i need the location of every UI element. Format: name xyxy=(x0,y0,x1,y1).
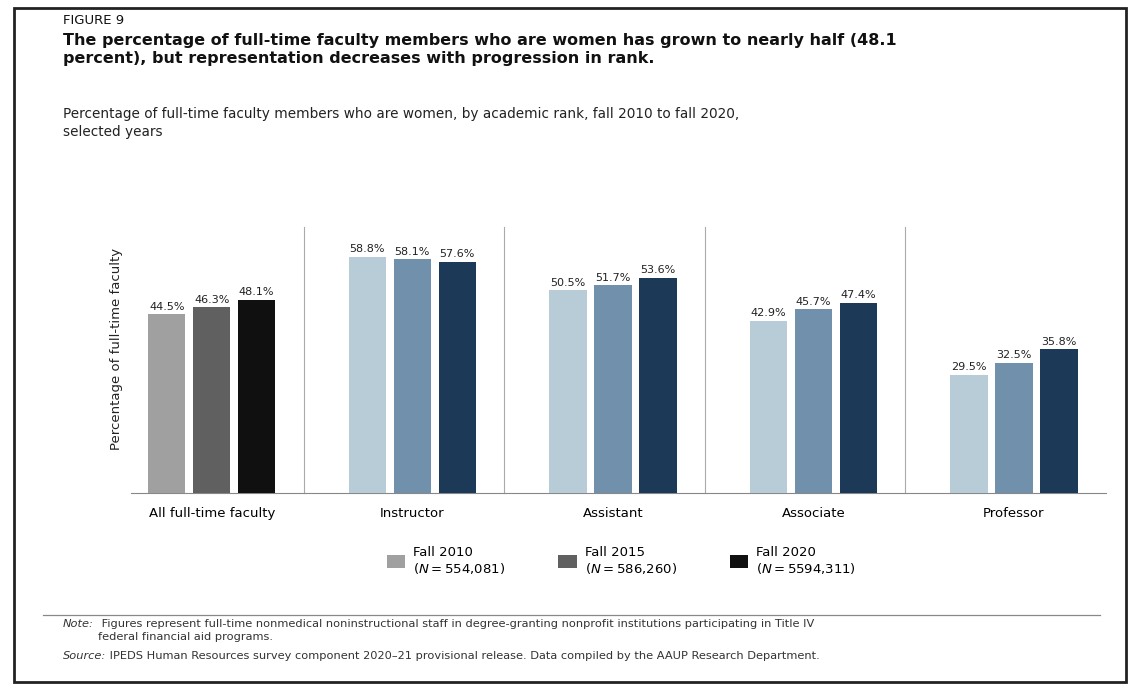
Bar xyxy=(750,321,787,493)
Text: 57.6%: 57.6% xyxy=(440,249,475,259)
Text: 47.4%: 47.4% xyxy=(840,290,877,300)
Legend: Fall 2010
($N$ = 554,081), Fall 2015
($N$ = 586,260), Fall 2020
($N$ = 5594,311): Fall 2010 ($N$ = 554,081), Fall 2015 ($N… xyxy=(386,546,856,576)
Text: IPEDS Human Resources survey component 2020–21 provisional release. Data compile: IPEDS Human Resources survey component 2… xyxy=(106,651,820,660)
Text: 32.5%: 32.5% xyxy=(996,350,1032,360)
Bar xyxy=(439,262,477,493)
Text: Percentage of full-time faculty members who are women, by academic rank, fall 20: Percentage of full-time faculty members … xyxy=(63,107,739,139)
Bar xyxy=(238,299,276,493)
Text: Figures represent full-time nonmedical noninstructional staff in degree-granting: Figures represent full-time nonmedical n… xyxy=(98,619,814,642)
Text: 46.3%: 46.3% xyxy=(194,295,229,304)
Bar xyxy=(193,307,230,493)
Y-axis label: Percentage of full-time faculty: Percentage of full-time faculty xyxy=(109,248,123,449)
Text: 44.5%: 44.5% xyxy=(149,302,185,312)
Text: 45.7%: 45.7% xyxy=(796,297,831,307)
Text: 53.6%: 53.6% xyxy=(641,265,675,275)
Text: The percentage of full-time faculty members who are women has grown to nearly ha: The percentage of full-time faculty memb… xyxy=(63,33,896,66)
Bar xyxy=(549,290,587,493)
Text: FIGURE 9: FIGURE 9 xyxy=(63,14,124,27)
Text: Source:: Source: xyxy=(63,651,106,660)
Text: 51.7%: 51.7% xyxy=(595,273,630,283)
Bar xyxy=(148,314,186,493)
Text: 29.5%: 29.5% xyxy=(951,362,987,372)
Text: Note:: Note: xyxy=(63,619,93,629)
Text: 42.9%: 42.9% xyxy=(750,308,787,318)
Bar xyxy=(795,309,832,493)
Text: 50.5%: 50.5% xyxy=(551,277,586,288)
Bar xyxy=(349,257,386,493)
Bar xyxy=(995,362,1033,493)
Bar xyxy=(840,302,877,493)
Bar xyxy=(951,375,987,493)
Text: 58.1%: 58.1% xyxy=(394,247,430,257)
Bar xyxy=(640,277,676,493)
Text: 58.8%: 58.8% xyxy=(350,244,385,254)
Bar xyxy=(1040,349,1077,493)
Text: 35.8%: 35.8% xyxy=(1041,337,1076,347)
Bar xyxy=(393,259,431,493)
Bar xyxy=(594,285,632,493)
Text: 48.1%: 48.1% xyxy=(239,287,275,297)
